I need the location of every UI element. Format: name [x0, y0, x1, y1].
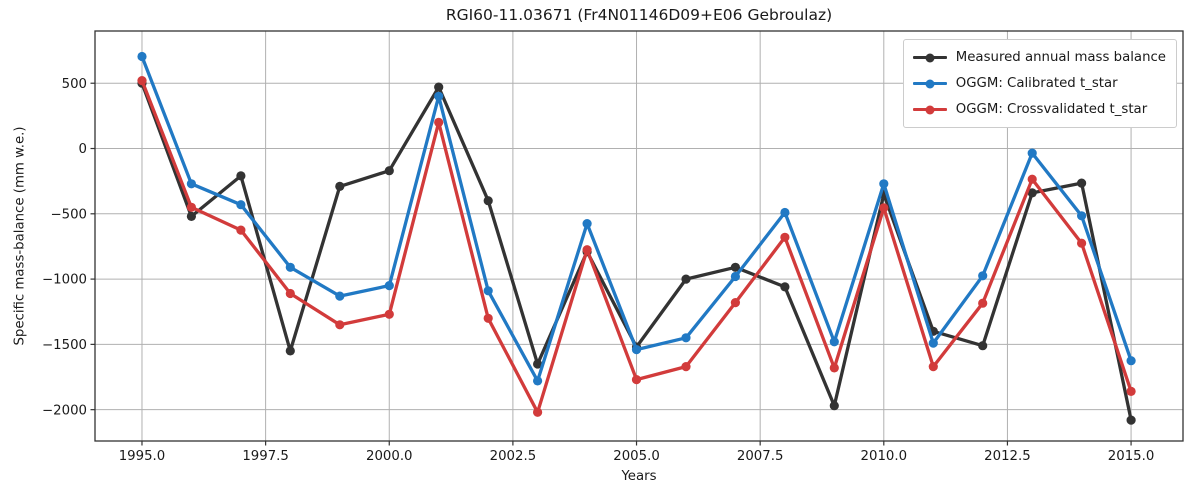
data-point — [978, 298, 988, 308]
legend-row-measured: Measured annual mass balance — [912, 47, 1166, 68]
data-point — [236, 171, 246, 181]
data-point — [335, 291, 345, 301]
x-tick-label: 2007.5 — [737, 449, 784, 464]
data-point — [1077, 238, 1087, 248]
x-tick-label: 1997.5 — [242, 449, 289, 464]
data-point — [384, 281, 394, 291]
x-tick-label: 2000.0 — [366, 449, 413, 464]
x-tick-label: 2010.0 — [861, 449, 908, 464]
legend-row-calibrated: OGGM: Calibrated t_star — [912, 73, 1166, 94]
data-point — [335, 320, 345, 330]
data-point — [879, 203, 889, 213]
data-point — [1077, 178, 1087, 188]
data-point — [384, 309, 394, 319]
y-tick-label: −2000 — [42, 403, 87, 418]
legend-row-crossvalidated: OGGM: Crossvalidated t_star — [912, 99, 1166, 120]
data-point — [582, 219, 592, 229]
data-point — [631, 345, 642, 355]
data-point — [236, 200, 246, 210]
y-axis-label: Specific mass-balance (mm w.e.) — [12, 126, 28, 346]
data-point — [780, 282, 790, 292]
data-point — [681, 274, 691, 284]
data-point — [335, 181, 345, 191]
series-oggm-crossvalidated-t-star — [137, 76, 1136, 417]
data-point — [1126, 415, 1136, 425]
legend-line-dot-icon — [912, 104, 947, 115]
data-point — [928, 338, 938, 348]
data-point — [681, 362, 691, 372]
data-point — [285, 288, 295, 299]
x-axis-label: Years — [621, 469, 657, 484]
data-point — [730, 298, 741, 308]
y-tick-label: −500 — [50, 207, 87, 222]
y-tick-label: 500 — [62, 77, 87, 92]
data-point — [1077, 211, 1087, 221]
data-point — [730, 271, 741, 282]
y-tick-label: 0 — [79, 142, 87, 157]
data-point — [829, 337, 839, 347]
y-tick-label: −1500 — [42, 338, 87, 353]
y-tick-label: −1000 — [42, 273, 87, 288]
tick-marks — [90, 82, 1132, 446]
data-point — [533, 407, 543, 417]
data-point — [285, 262, 295, 272]
chart-title: RGI60-11.03671 (Fr4N01146D09+E06 Gebroul… — [445, 6, 833, 24]
series-oggm-calibrated-t-star — [137, 51, 1136, 386]
x-tick-label: 2012.5 — [984, 449, 1031, 464]
data-point — [483, 313, 493, 323]
data-point — [236, 225, 246, 235]
data-point — [434, 91, 444, 101]
data-point — [582, 245, 592, 255]
x-tick-label: 1995.0 — [119, 449, 166, 464]
data-point — [1126, 356, 1136, 366]
data-point — [483, 196, 493, 206]
data-point — [730, 262, 741, 272]
data-point — [1126, 386, 1136, 396]
legend-label: OGGM: Crossvalidated t_star — [955, 102, 1148, 117]
data-point — [631, 375, 642, 385]
tick-labels: 1995.0 1997.5 2000.0 2002.5 2005.0 2007.5 2010… — [42, 77, 1154, 464]
data-point — [483, 286, 493, 296]
data-point — [928, 362, 938, 372]
data-point — [533, 359, 543, 369]
data-point — [137, 51, 147, 62]
legend-label: OGGM: Calibrated t_star — [955, 76, 1118, 91]
data-point — [978, 341, 988, 351]
data-point — [829, 363, 839, 373]
data-point — [285, 346, 295, 356]
data-point — [186, 179, 196, 189]
data-point — [434, 82, 444, 92]
data-point — [978, 271, 988, 281]
data-point — [434, 117, 444, 127]
data-point — [780, 232, 790, 242]
legend-label: Measured annual mass balance — [955, 50, 1166, 65]
data-point — [384, 166, 394, 176]
data-point — [681, 333, 691, 343]
x-tick-label: 2005.0 — [613, 449, 660, 464]
data-point — [1027, 174, 1037, 184]
x-tick-label: 2015.0 — [1108, 449, 1155, 464]
data-point — [1027, 188, 1037, 198]
legend-line-dot-icon — [912, 52, 947, 63]
data-point — [137, 76, 147, 86]
data-point — [186, 211, 196, 221]
data-point — [879, 179, 889, 189]
data-point — [829, 401, 839, 411]
plot-border — [94, 30, 1184, 442]
data-point — [1027, 148, 1037, 158]
legend: Measured annual mass balance OGGM: Calib… — [902, 39, 1177, 128]
data-point — [186, 202, 196, 212]
data-point — [533, 376, 543, 386]
legend-line-dot-icon — [912, 78, 947, 89]
data-point — [780, 207, 790, 218]
x-tick-label: 2002.5 — [490, 449, 537, 464]
